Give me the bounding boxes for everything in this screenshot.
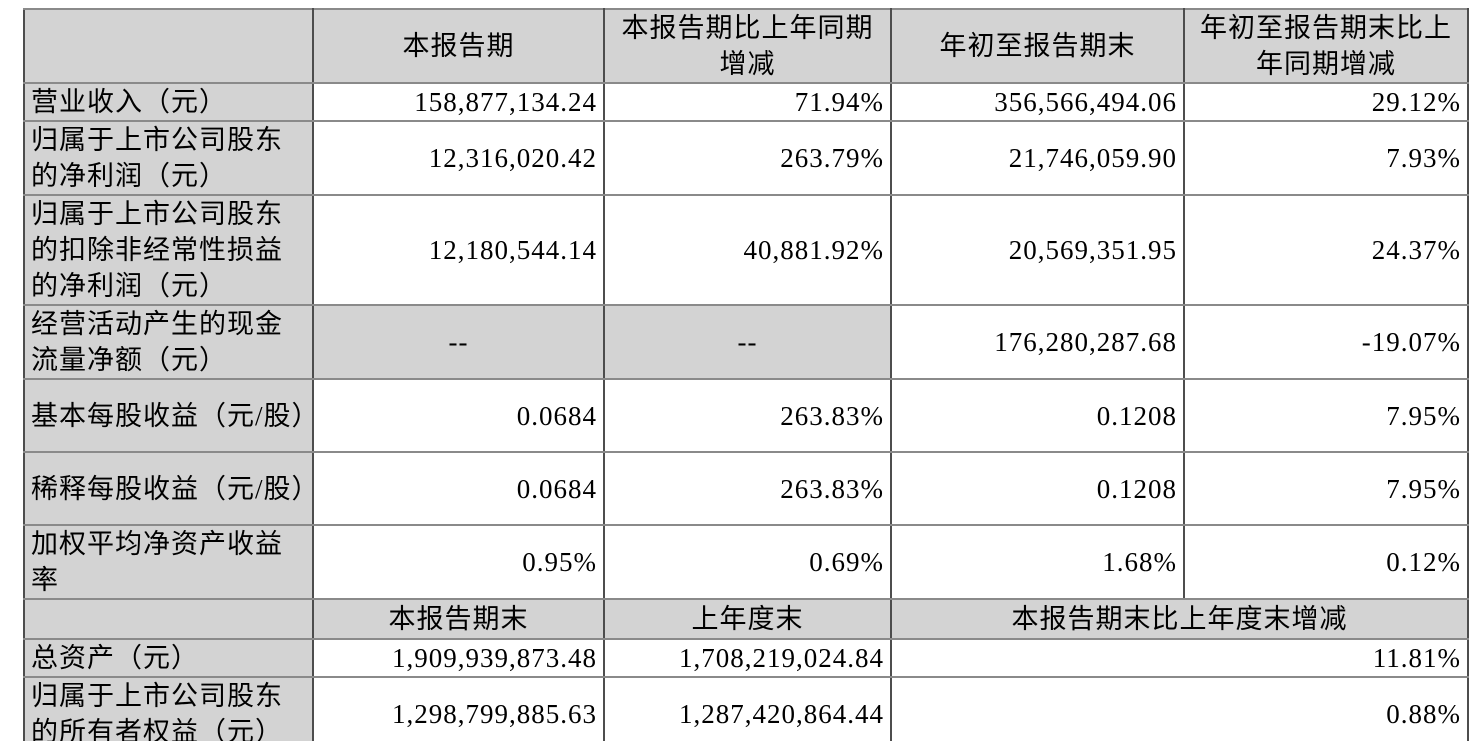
cell-value-na: -- [312,304,605,380]
header-cell-ytd: 年初至报告期末 [890,8,1185,84]
table-row-owners-equity: 归属于上市公司股东的所有者权益（元） 1,298,799,885.63 1,28… [23,676,1469,741]
subheader-cell-empty [23,598,314,640]
table-row-basic-eps: 基本每股收益（元/股） 0.0684 263.83% 0.1208 7.95% [23,378,1469,453]
table-row-diluted-eps: 稀释每股收益（元/股） 0.0684 263.83% 0.1208 7.95% [23,451,1469,526]
subheader-cell-period-end: 本报告期末 [312,598,605,640]
cell-value: 12,316,020.42 [312,120,605,196]
cell-value: 0.69% [603,524,892,600]
cell-value: 20,569,351.95 [890,194,1185,306]
row-label: 经营活动产生的现金流量净额（元） [23,304,314,380]
table-row-total-assets: 总资产（元） 1,909,939,873.48 1,708,219,024.84… [23,638,1469,678]
cell-value: 11.81% [890,638,1469,678]
table-row-weighted-avg-roe: 加权平均净资产收益率 0.95% 0.69% 1.68% 0.12% [23,524,1469,600]
row-label: 基本每股收益（元/股） [23,378,314,453]
header-cell-ytd-yoy-change: 年初至报告期末比上年同期增减 [1183,8,1469,84]
cell-value: 7.95% [1183,378,1469,453]
row-label: 营业收入（元） [23,82,314,122]
table-header-row: 本报告期 本报告期比上年同期增减 年初至报告期末 年初至报告期末比上年同期增减 [23,8,1469,84]
header-cell-current-period: 本报告期 [312,8,605,84]
subheader-cell-change-vs-prior-year-end: 本报告期末比上年度末增减 [890,598,1469,640]
table-row-net-profit-excl-nonrecurring: 归属于上市公司股东的扣除非经常性损益的净利润（元） 12,180,544.14 … [23,194,1469,306]
cell-value: 40,881.92% [603,194,892,306]
financial-summary-table: 本报告期 本报告期比上年同期增减 年初至报告期末 年初至报告期末比上年同期增减 … [23,8,1469,741]
row-label: 加权平均净资产收益率 [23,524,314,600]
row-label: 归属于上市公司股东的净利润（元） [23,120,314,196]
cell-value: 29.12% [1183,82,1469,122]
cell-value: 7.93% [1183,120,1469,196]
cell-value: 1,909,939,873.48 [312,638,605,678]
cell-value: 0.0684 [312,451,605,526]
cell-value: 263.79% [603,120,892,196]
cell-value: 356,566,494.06 [890,82,1185,122]
row-label: 归属于上市公司股东的所有者权益（元） [23,676,314,741]
cell-value: 0.1208 [890,378,1185,453]
row-label: 稀释每股收益（元/股） [23,451,314,526]
cell-value: 263.83% [603,378,892,453]
cell-value: 0.0684 [312,378,605,453]
cell-value: 21,746,059.90 [890,120,1185,196]
cell-value: 7.95% [1183,451,1469,526]
row-label: 总资产（元） [23,638,314,678]
cell-value: 1,298,799,885.63 [312,676,605,741]
cell-value: 176,280,287.68 [890,304,1185,380]
cell-value: 71.94% [603,82,892,122]
cell-value: 24.37% [1183,194,1469,306]
cell-value: 1.68% [890,524,1185,600]
table-row-net-profit: 归属于上市公司股东的净利润（元） 12,316,020.42 263.79% 2… [23,120,1469,196]
cell-value: 158,877,134.24 [312,82,605,122]
subheader-cell-prior-year-end: 上年度末 [603,598,892,640]
cell-value-na: -- [603,304,892,380]
table-row-operating-cash-flow: 经营活动产生的现金流量净额（元） -- -- 176,280,287.68 -1… [23,304,1469,380]
row-label: 归属于上市公司股东的扣除非经常性损益的净利润（元） [23,194,314,306]
table-row-revenue: 营业收入（元） 158,877,134.24 71.94% 356,566,49… [23,82,1469,122]
table-subheader-row: 本报告期末 上年度末 本报告期末比上年度末增减 [23,598,1469,640]
cell-value: 1,287,420,864.44 [603,676,892,741]
cell-value: 263.83% [603,451,892,526]
cell-value: -19.07% [1183,304,1469,380]
cell-value: 0.1208 [890,451,1185,526]
header-cell-yoy-change: 本报告期比上年同期增减 [603,8,892,84]
cell-value: 0.88% [890,676,1469,741]
cell-value: 0.12% [1183,524,1469,600]
cell-value: 1,708,219,024.84 [603,638,892,678]
cell-value: 12,180,544.14 [312,194,605,306]
cell-value: 0.95% [312,524,605,600]
header-cell-empty [23,8,314,84]
